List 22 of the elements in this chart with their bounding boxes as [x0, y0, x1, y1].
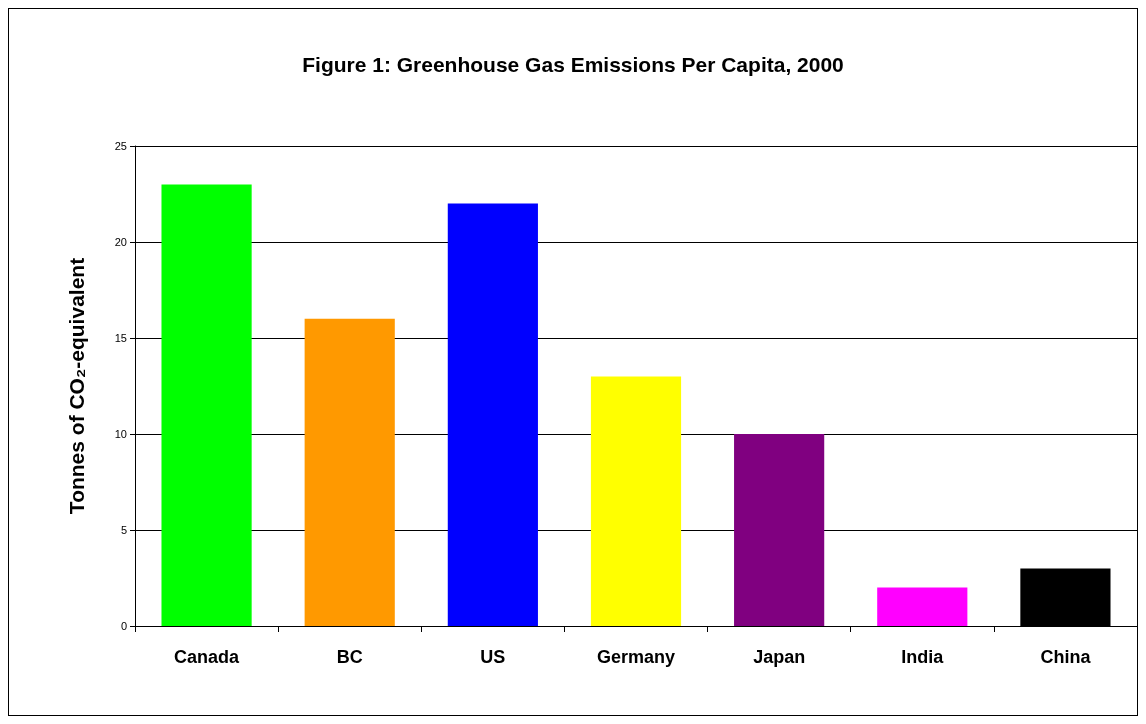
x-tick-label: Germany: [596, 647, 676, 667]
chart-title: Figure 1: Greenhouse Gas Emissions Per Capita, 2000: [302, 53, 844, 76]
x-tick-label: BC: [336, 647, 363, 667]
bar: [877, 587, 968, 626]
x-tick-label: India: [901, 647, 945, 667]
bar: [304, 318, 395, 626]
y-axis-title: Tonnes of CO₂-equivalent: [65, 257, 88, 515]
x-tick-label: China: [1040, 647, 1092, 667]
y-tick-label: 15: [114, 332, 127, 344]
bar: [161, 184, 252, 626]
bar: [447, 203, 538, 626]
x-tick-label: Canada: [174, 647, 241, 667]
x-tick-label: US: [480, 647, 506, 667]
y-tick-label: 0: [120, 620, 127, 632]
bar: [590, 376, 682, 626]
x-tick-label: Japan: [753, 647, 806, 667]
y-tick-label: 10: [114, 428, 127, 440]
bar: [734, 434, 825, 626]
y-tick-label: 25: [114, 140, 127, 152]
y-tick-label: 20: [114, 236, 127, 248]
y-tick-label: 5: [120, 524, 127, 536]
bar: [1020, 568, 1111, 626]
